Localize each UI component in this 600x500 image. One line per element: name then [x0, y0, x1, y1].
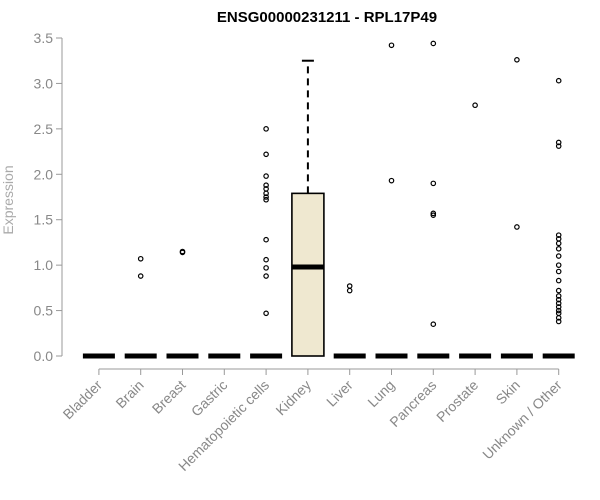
outlier-point: [555, 300, 562, 307]
plot-area: [82, 40, 575, 359]
outlier-point: [555, 262, 562, 268]
outlier-point: [179, 249, 186, 256]
outlier-point: [555, 296, 562, 303]
outlier-point: [555, 240, 562, 247]
x-tick-label: Skin: [492, 377, 523, 408]
x-tick-label: Kidney: [272, 377, 314, 419]
outlier-point: [263, 236, 269, 243]
outlier-point: [137, 273, 144, 279]
outlier-point: [263, 273, 269, 279]
chart-title: ENSG00000231211 - RPL17P49: [217, 9, 437, 26]
outlier-point: [263, 265, 269, 271]
y-tick-label: 2.5: [34, 121, 54, 137]
outlier-point: [555, 143, 562, 149]
outlier-point: [555, 287, 562, 294]
outlier-point: [514, 57, 520, 63]
outlier-point: [263, 173, 269, 179]
box-skin: [500, 57, 533, 359]
outlier-point: [346, 283, 353, 289]
x-tick-label: Brain: [112, 377, 146, 411]
box-unknown-other: [542, 77, 575, 359]
outlier-point: [263, 310, 269, 317]
outlier-point: [346, 287, 353, 294]
outlier-point: [430, 40, 437, 47]
outlier-point: [263, 182, 269, 188]
outlier-point: [263, 256, 269, 263]
y-tick-label: 1.5: [34, 212, 54, 228]
y-tick-label: 2.0: [34, 166, 54, 182]
y-tick-label: 3.5: [34, 30, 54, 46]
x-tick-label: Breast: [149, 377, 189, 417]
outlier-point: [263, 151, 269, 158]
outlier-point: [430, 210, 437, 217]
outlier-point: [263, 190, 269, 197]
outlier-point: [555, 268, 562, 275]
x-tick-label: Liver: [323, 377, 356, 410]
x-tick-label: Lung: [364, 377, 397, 410]
outlier-point: [555, 245, 562, 252]
outlier-point: [472, 102, 478, 109]
outlier-point: [555, 318, 562, 325]
outlier-point: [263, 194, 269, 200]
y-axis: 0.0 0.5 1.0 1.5 2.0 2.5 3.0 3.5: [34, 30, 63, 364]
box-breast: [166, 248, 199, 359]
outlier-point: [137, 255, 144, 262]
outlier-point: [555, 139, 562, 146]
y-tick-label: 0.0: [34, 348, 54, 364]
outlier-point: [555, 232, 562, 238]
box-pancreas: [417, 40, 450, 359]
outlier-point: [263, 126, 269, 132]
outlier-point: [555, 304, 562, 310]
x-tick-label: Prostate: [433, 377, 481, 425]
outlier-point: [430, 212, 437, 218]
outlier-point: [555, 315, 562, 321]
box-brain: [124, 255, 157, 359]
box-iqr: [291, 192, 325, 357]
box-lung: [375, 42, 408, 359]
y-tick-label: 1.0: [34, 257, 54, 273]
outlier-point: [514, 224, 520, 230]
outlier-point: [263, 196, 269, 203]
outlier-point: [388, 177, 395, 184]
outlier-point: [430, 321, 437, 328]
outlier-point: [555, 307, 562, 314]
box-prostate: [459, 102, 492, 359]
outlier-point: [555, 277, 562, 284]
box-liver: [333, 283, 366, 359]
box-kidney: [291, 59, 325, 357]
y-tick-label: 3.0: [34, 75, 54, 91]
x-tick-label: Bladder: [60, 377, 106, 423]
outlier-point: [555, 77, 562, 84]
outlier-point: [430, 180, 437, 187]
outlier-point: [555, 293, 562, 299]
y-tick-label: 0.5: [34, 303, 54, 319]
box-hematopoietic-cells: [250, 126, 283, 359]
y-axis-title: Expression: [0, 165, 16, 234]
outlier-point: [555, 253, 562, 259]
x-tick-label: Unknown / Other: [479, 377, 565, 463]
outlier-point: [388, 42, 395, 49]
